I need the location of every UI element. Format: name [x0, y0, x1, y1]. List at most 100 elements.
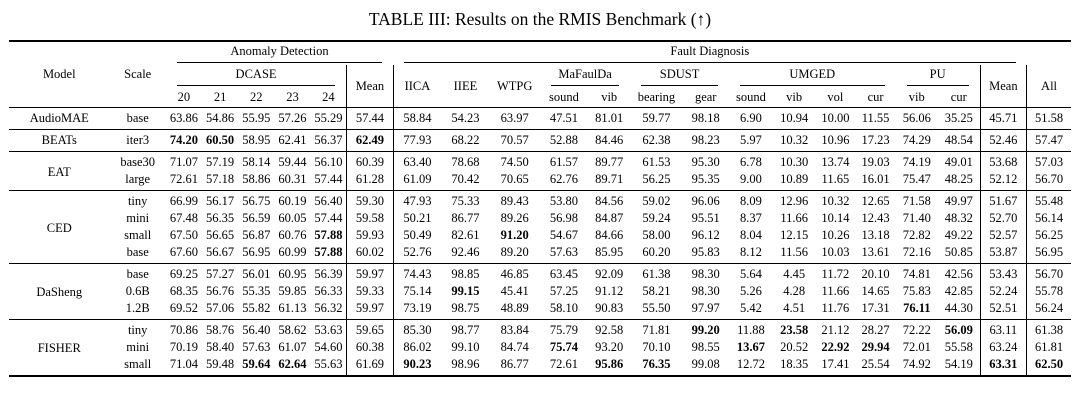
cell-dcase-20: 71.07	[169, 155, 198, 169]
cell-mafaulda-sound: 58.10	[549, 301, 579, 315]
cell-umged-vol: 10.03	[821, 245, 850, 259]
cell-mafaulda-sound: 75.74	[549, 340, 579, 354]
cell-dcase-21: 57.18	[206, 172, 235, 186]
cell-umged-vib: 4.28	[783, 284, 806, 298]
cell-sdust-gear: 95.35	[691, 172, 720, 186]
cell-iiee: 98.75	[451, 301, 480, 315]
cell-dcase-21: 56.17	[206, 194, 235, 208]
cell-dcase-23: 61.13	[278, 301, 307, 315]
cell-mafaulda-sound: 61.57	[549, 155, 579, 169]
model-group-audiomae: AudioMAE base 63.86 54.86 55.95 57.26 55.29 57.…	[9, 107, 1071, 130]
cell-umged-vib: 10.32	[780, 133, 809, 147]
cell-sdust-gear: 98.30	[691, 284, 720, 298]
col-header-sdust-bearing: bearing	[637, 90, 676, 104]
cell-all: 56.14	[1026, 210, 1071, 227]
cell-iiee: 78.68	[451, 155, 480, 169]
cell-pu-cur: 48.54	[944, 133, 973, 147]
cell-mafaulda-vib: 84.46	[595, 133, 624, 147]
cell-iiee: 99.15	[451, 284, 480, 298]
cell-mafaulda-vib: 91.12	[595, 284, 624, 298]
model-group-eat: EAT base30 71.07 57.19 58.14 59.44 56.10 60.39 6…	[9, 151, 1071, 191]
cell-dcase-20: 72.61	[169, 172, 198, 186]
scale-label: mini	[126, 340, 150, 354]
cell-umged-vol: 10.96	[821, 133, 850, 147]
cell-mafaulda-sound: 62.76	[549, 172, 579, 186]
cell-mafaulda-sound: 57.25	[549, 284, 579, 298]
cell-dcase-24: 56.10	[314, 155, 343, 169]
cell-wtpg: 74.50	[500, 155, 529, 169]
cell-dcase-24: 57.88	[314, 245, 343, 259]
cell-iica: 90.23	[392, 356, 442, 376]
cell-iiee: 68.22	[451, 133, 480, 147]
col-header-pu-vib: vib	[908, 90, 925, 104]
col-group-fault-diagnosis: Fault Diagnosis	[393, 41, 1027, 65]
cell-ad-mean: 59.97	[346, 300, 394, 320]
col-header-dcase-21: 21	[213, 90, 227, 104]
cell-dcase-24: 55.63	[314, 357, 343, 371]
cell-pu-vib: 56.06	[902, 111, 931, 125]
cell-ad-mean: 59.58	[346, 210, 394, 227]
cell-iica: 85.30	[392, 319, 442, 339]
cell-umged-cur: 19.03	[861, 155, 890, 169]
cell-dcase-20: 67.60	[169, 245, 198, 259]
scale-label: 1.2B	[125, 301, 150, 315]
cell-fd-mean: 53.43	[979, 263, 1027, 283]
cell-dcase-24: 55.29	[314, 111, 343, 125]
cell-umged-sound: 8.12	[740, 245, 762, 259]
cell-iiee: 98.77	[451, 323, 480, 337]
cell-sdust-gear: 97.97	[691, 301, 720, 315]
cell-umged-vol: 10.26	[821, 228, 850, 242]
cell-umged-vib: 4.45	[783, 267, 806, 281]
cell-dcase-20: 67.48	[169, 211, 198, 225]
cell-pu-cur: 42.85	[944, 284, 973, 298]
cell-dcase-23: 57.26	[278, 111, 307, 125]
page-title: TABLE III: Results on the RMIS Benchmark…	[368, 9, 712, 29]
cell-dcase-24: 57.44	[314, 172, 343, 186]
cell-dcase-23: 58.62	[278, 323, 307, 337]
cell-dcase-23: 60.99	[278, 245, 307, 259]
table-header: Model Scale Anomaly Detection Fault Diag…	[9, 41, 1071, 108]
cell-pu-cur: 35.25	[944, 111, 973, 125]
cell-dcase-23: 60.05	[278, 211, 307, 225]
cell-sdust-gear: 95.51	[691, 211, 720, 225]
col-header-model: Model	[42, 67, 76, 81]
cell-umged-cur: 12.43	[861, 211, 890, 225]
cell-iica: 61.09	[392, 171, 442, 191]
cell-pu-vib: 72.82	[902, 228, 931, 242]
cell-all: 55.78	[1026, 283, 1071, 300]
cell-all: 56.70	[1026, 171, 1071, 191]
cell-fd-mean: 63.31	[979, 356, 1027, 376]
cell-sdust-bearing: 59.77	[642, 111, 671, 125]
scale-label: base30	[120, 155, 156, 169]
col-header-iica: IICA	[392, 65, 442, 108]
cell-dcase-21: 57.27	[206, 267, 235, 281]
cell-umged-sound: 8.09	[740, 194, 762, 208]
col-group-umged: UMGED	[729, 65, 896, 88]
model-name: AudioMAE	[29, 111, 89, 125]
cell-wtpg: 86.77	[500, 357, 529, 371]
header-spacer-all	[1027, 41, 1071, 65]
scale-label: base	[126, 111, 149, 125]
cell-umged-sound: 5.64	[740, 267, 762, 281]
cell-umged-vib: 11.66	[780, 211, 808, 225]
col-header-umged-vol: vol	[827, 90, 844, 104]
col-header-dcase-23: 23	[286, 90, 299, 104]
cell-dcase-22: 58.95	[242, 133, 271, 147]
table-row: base 67.60 56.67 56.95 60.99 57.88 60.02 52.76 9…	[9, 244, 1071, 264]
cell-mafaulda-vib: 89.71	[595, 172, 624, 186]
cell-wtpg: 89.43	[500, 194, 529, 208]
cell-umged-vol: 10.00	[821, 111, 850, 125]
cell-dcase-20: 63.86	[169, 111, 198, 125]
col-header-fd-mean: Mean	[979, 65, 1027, 108]
cell-dcase-22: 58.86	[242, 172, 271, 186]
cell-dcase-22: 55.35	[242, 284, 271, 298]
table-row: mini 70.19 58.40 57.63 61.07 54.60 60.38 86.02 9…	[9, 339, 1071, 356]
table-row: mini 67.48 56.35 56.59 60.05 57.44 59.58 50.21 8…	[9, 210, 1071, 227]
cell-sdust-gear: 98.23	[691, 133, 720, 147]
cell-dcase-20: 70.19	[169, 340, 198, 354]
cell-ad-mean: 60.39	[346, 151, 394, 171]
cell-wtpg: 70.57	[500, 133, 529, 147]
cell-all: 62.50	[1026, 356, 1071, 376]
cell-iica: 75.14	[392, 283, 442, 300]
cell-dcase-23: 59.85	[278, 284, 307, 298]
